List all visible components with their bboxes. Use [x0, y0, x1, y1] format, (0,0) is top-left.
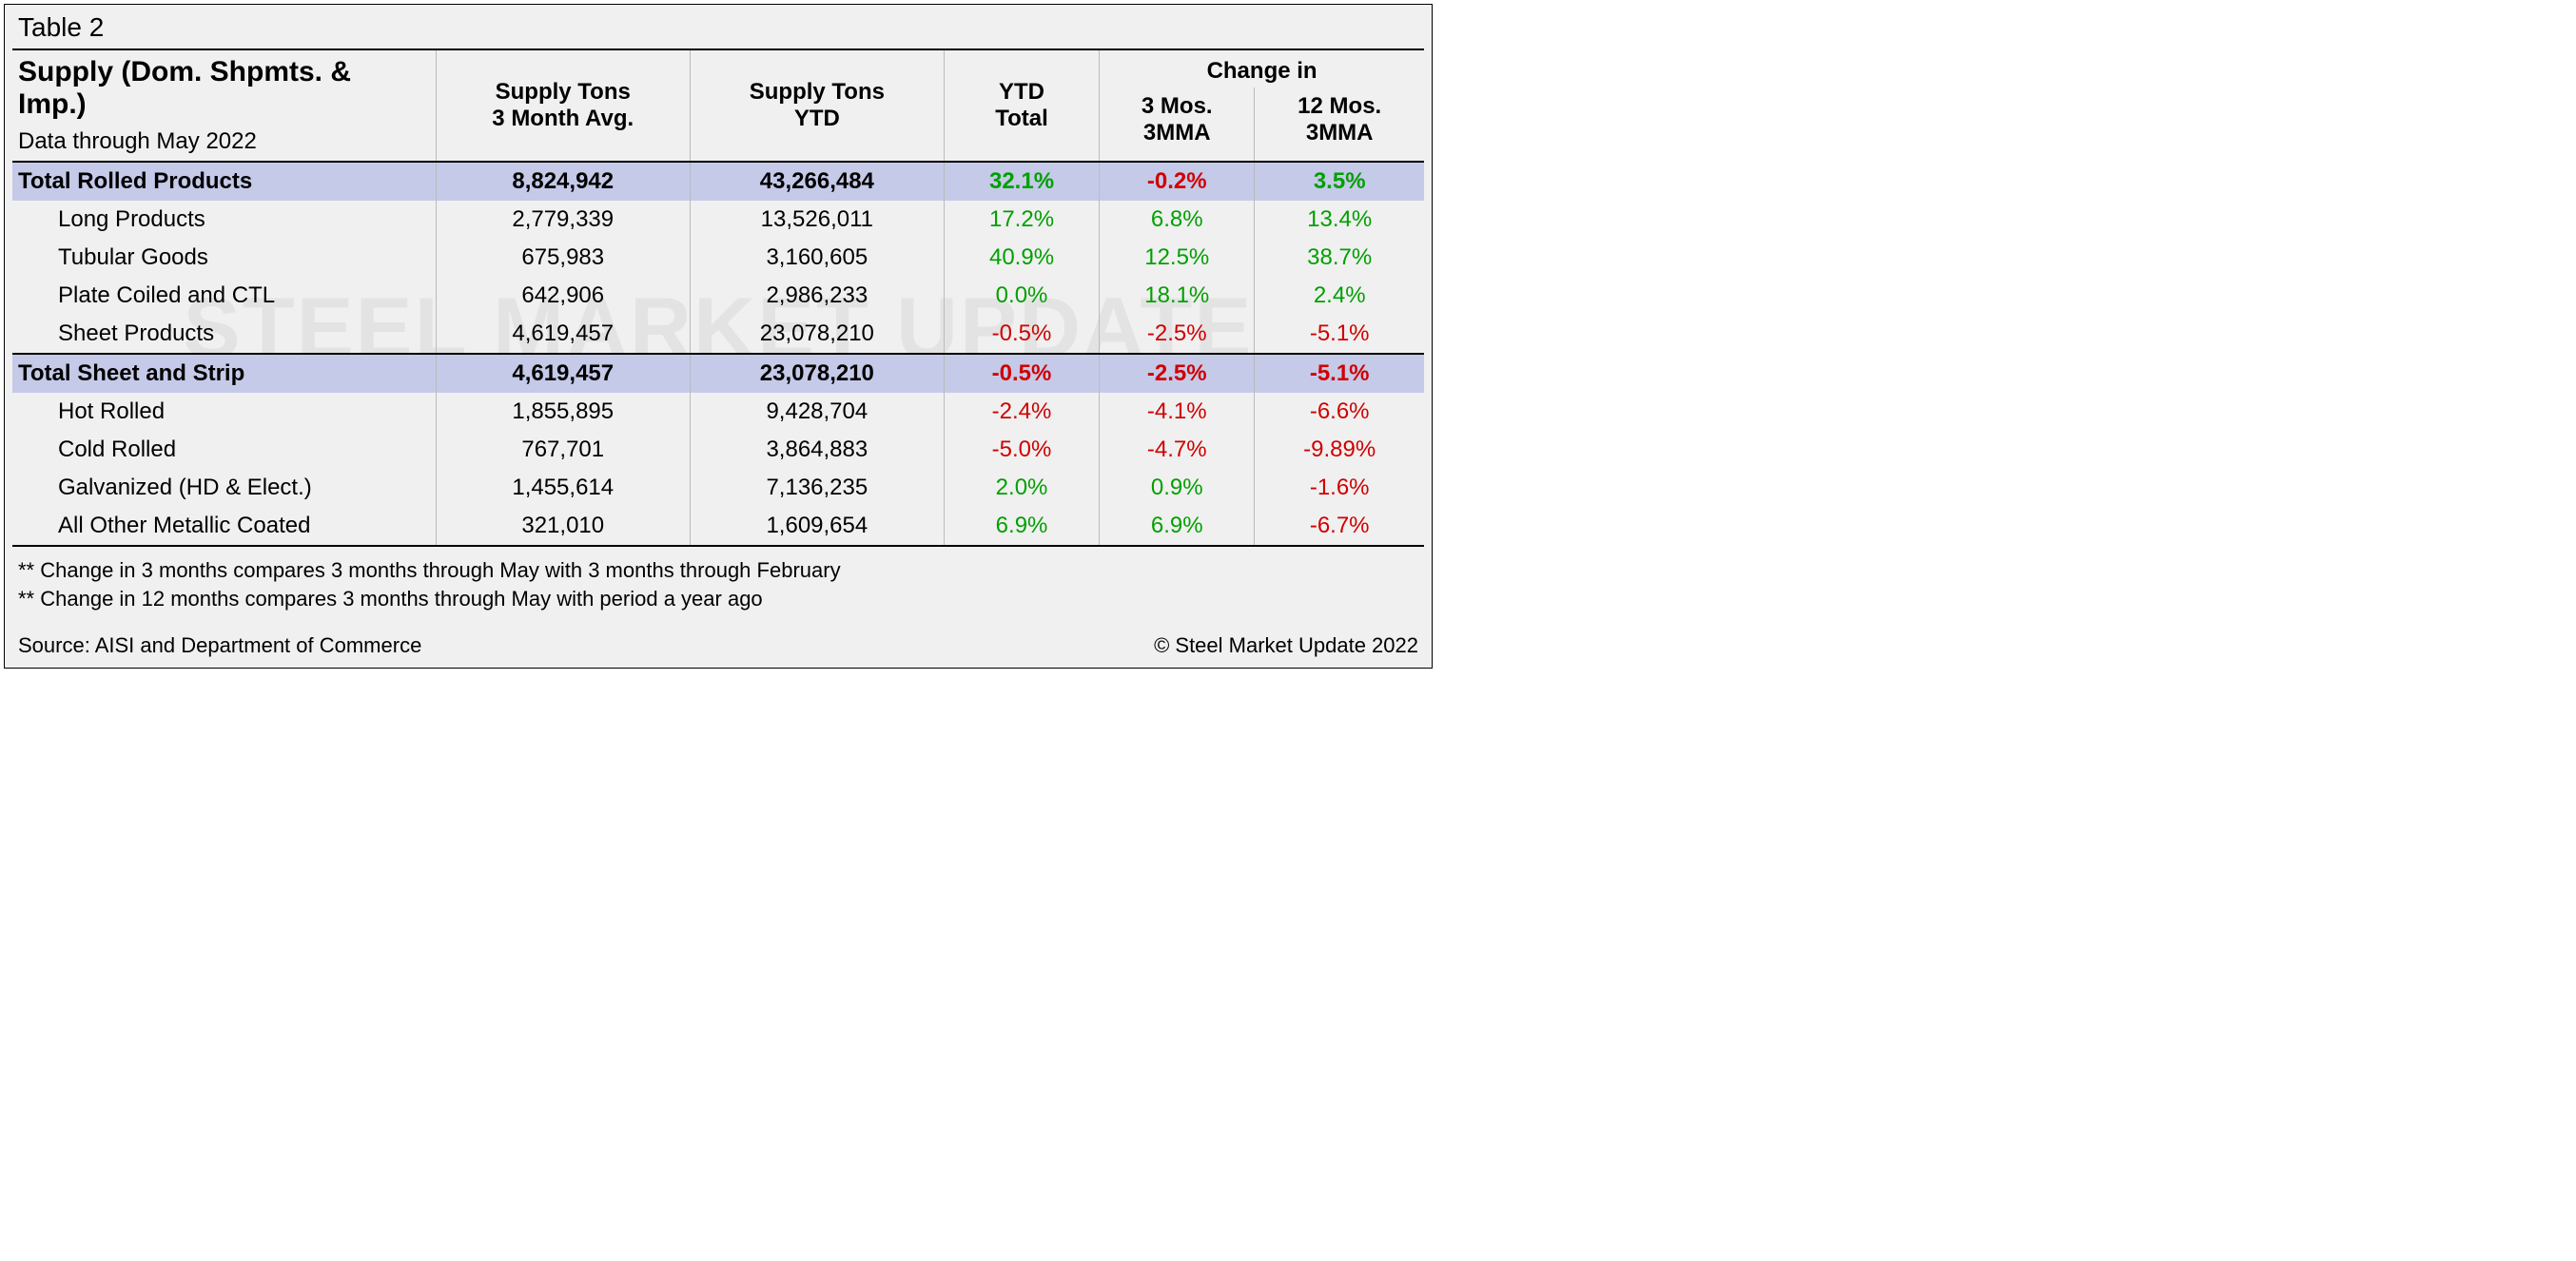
- copyright-text: © Steel Market Update 2022: [1154, 633, 1418, 658]
- source-text: Source: AISI and Department of Commerce: [18, 633, 421, 658]
- header-title: Supply (Dom. Shpmts. & Imp.): [18, 56, 426, 121]
- cell-12mos: -6.7%: [1255, 507, 1424, 546]
- table-row: Long Products2,779,33913,526,01117.2%6.8…: [12, 201, 1424, 239]
- table-body: Total Rolled Products8,824,94243,266,484…: [12, 162, 1424, 546]
- cell-12mos: -6.6%: [1255, 393, 1424, 431]
- cell-3mos: -2.5%: [1100, 315, 1255, 354]
- header-main: Supply (Dom. Shpmts. & Imp.) Data throug…: [12, 49, 436, 162]
- table-row: Plate Coiled and CTL642,9062,986,2330.0%…: [12, 277, 1424, 315]
- cell-12mos: -5.1%: [1255, 315, 1424, 354]
- cell-ytd-pct: 17.2%: [944, 201, 1099, 239]
- col-12mos: 12 Mos. 3MMA: [1255, 87, 1424, 162]
- cell-3mos: 18.1%: [1100, 277, 1255, 315]
- cell-supply-avg: 1,455,614: [436, 469, 690, 507]
- table-row: Tubular Goods675,9833,160,60540.9%12.5%3…: [12, 239, 1424, 277]
- cell-ytd-pct: 40.9%: [944, 239, 1099, 277]
- cell-ytd-pct: -0.5%: [944, 354, 1099, 393]
- col-supply-ytd: Supply Tons YTD: [690, 49, 944, 162]
- cell-ytd-pct: -5.0%: [944, 431, 1099, 469]
- cell-3mos: 12.5%: [1100, 239, 1255, 277]
- cell-12mos: -1.6%: [1255, 469, 1424, 507]
- cell-ytd-pct: 0.0%: [944, 277, 1099, 315]
- row-label: Galvanized (HD & Elect.): [12, 469, 436, 507]
- row-label: Tubular Goods: [12, 239, 436, 277]
- row-label: Long Products: [12, 201, 436, 239]
- col-change-group: Change in: [1100, 49, 1424, 87]
- col-supply-avg: Supply Tons 3 Month Avg.: [436, 49, 690, 162]
- table-row: All Other Metallic Coated321,0101,609,65…: [12, 507, 1424, 546]
- cell-supply-avg: 2,779,339: [436, 201, 690, 239]
- supply-table: Supply (Dom. Shpmts. & Imp.) Data throug…: [12, 48, 1424, 547]
- cell-supply-avg: 675,983: [436, 239, 690, 277]
- cell-supply-ytd: 3,160,605: [690, 239, 944, 277]
- cell-supply-avg: 321,010: [436, 507, 690, 546]
- col-3mos: 3 Mos. 3MMA: [1100, 87, 1255, 162]
- cell-12mos: 38.7%: [1255, 239, 1424, 277]
- footnote-line: ** Change in 3 months compares 3 months …: [18, 556, 1418, 585]
- cell-3mos: 6.8%: [1100, 201, 1255, 239]
- row-label: Total Sheet and Strip: [12, 354, 436, 393]
- row-label: Sheet Products: [12, 315, 436, 354]
- table-row: Cold Rolled767,7013,864,883-5.0%-4.7%-9.…: [12, 431, 1424, 469]
- cell-supply-avg: 1,855,895: [436, 393, 690, 431]
- table-row: Hot Rolled1,855,8959,428,704-2.4%-4.1%-6…: [12, 393, 1424, 431]
- cell-12mos: 3.5%: [1255, 162, 1424, 201]
- row-label: Hot Rolled: [12, 393, 436, 431]
- cell-supply-ytd: 43,266,484: [690, 162, 944, 201]
- cell-12mos: -9.89%: [1255, 431, 1424, 469]
- cell-supply-avg: 4,619,457: [436, 354, 690, 393]
- table-row: Sheet Products4,619,45723,078,210-0.5%-2…: [12, 315, 1424, 354]
- cell-12mos: -5.1%: [1255, 354, 1424, 393]
- cell-supply-avg: 642,906: [436, 277, 690, 315]
- row-label: Total Rolled Products: [12, 162, 436, 201]
- cell-12mos: 2.4%: [1255, 277, 1424, 315]
- cell-supply-avg: 767,701: [436, 431, 690, 469]
- cell-ytd-pct: -2.4%: [944, 393, 1099, 431]
- footnotes: ** Change in 3 months compares 3 months …: [5, 547, 1432, 616]
- row-label: Cold Rolled: [12, 431, 436, 469]
- cell-supply-ytd: 23,078,210: [690, 354, 944, 393]
- table-label: Table 2: [5, 5, 1432, 48]
- footnote-line: ** Change in 12 months compares 3 months…: [18, 585, 1418, 613]
- cell-supply-ytd: 9,428,704: [690, 393, 944, 431]
- table-row: Total Sheet and Strip4,619,45723,078,210…: [12, 354, 1424, 393]
- cell-ytd-pct: 32.1%: [944, 162, 1099, 201]
- cell-12mos: 13.4%: [1255, 201, 1424, 239]
- cell-3mos: 0.9%: [1100, 469, 1255, 507]
- footer: Source: AISI and Department of Commerce …: [5, 616, 1432, 668]
- cell-3mos: 6.9%: [1100, 507, 1255, 546]
- cell-3mos: -2.5%: [1100, 354, 1255, 393]
- cell-ytd-pct: 6.9%: [944, 507, 1099, 546]
- cell-supply-ytd: 2,986,233: [690, 277, 944, 315]
- cell-supply-avg: 4,619,457: [436, 315, 690, 354]
- cell-ytd-pct: 2.0%: [944, 469, 1099, 507]
- cell-supply-avg: 8,824,942: [436, 162, 690, 201]
- row-label: Plate Coiled and CTL: [12, 277, 436, 315]
- cell-3mos: -4.1%: [1100, 393, 1255, 431]
- cell-3mos: -4.7%: [1100, 431, 1255, 469]
- cell-3mos: -0.2%: [1100, 162, 1255, 201]
- cell-supply-ytd: 7,136,235: [690, 469, 944, 507]
- header-subtitle: Data through May 2022: [18, 128, 426, 155]
- cell-supply-ytd: 13,526,011: [690, 201, 944, 239]
- table-row: Total Rolled Products8,824,94243,266,484…: [12, 162, 1424, 201]
- table-container: STEEL MARKET UPDATE part of the CRU Grou…: [4, 4, 1433, 669]
- col-ytd-total: YTD Total: [944, 49, 1099, 162]
- table-row: Galvanized (HD & Elect.)1,455,6147,136,2…: [12, 469, 1424, 507]
- cell-supply-ytd: 3,864,883: [690, 431, 944, 469]
- cell-supply-ytd: 23,078,210: [690, 315, 944, 354]
- cell-ytd-pct: -0.5%: [944, 315, 1099, 354]
- cell-supply-ytd: 1,609,654: [690, 507, 944, 546]
- row-label: All Other Metallic Coated: [12, 507, 436, 546]
